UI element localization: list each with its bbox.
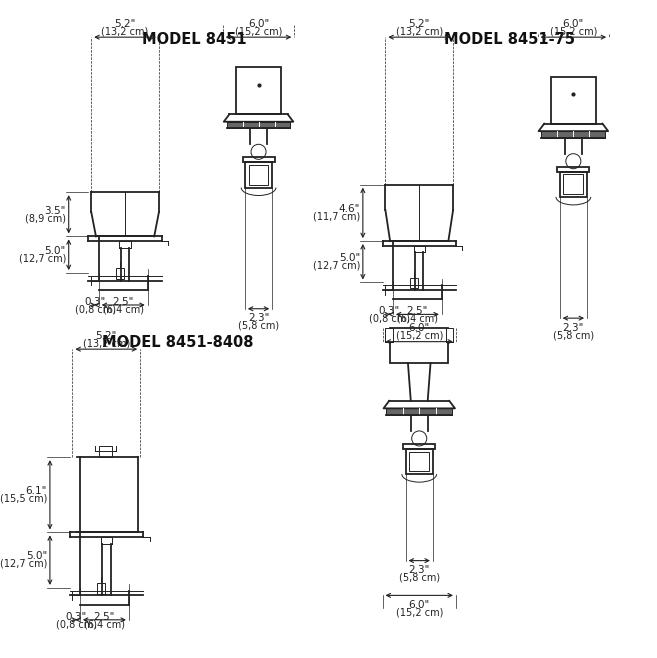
- Text: 5.0": 5.0": [339, 253, 360, 263]
- Bar: [97, 583, 105, 594]
- Text: (15,2 cm): (15,2 cm): [235, 26, 283, 36]
- Text: (12,7 cm): (12,7 cm): [18, 253, 66, 263]
- Text: 5.0": 5.0": [45, 246, 66, 256]
- Text: (6,4 cm): (6,4 cm): [397, 314, 438, 324]
- Text: 5.0": 5.0": [26, 551, 47, 561]
- Bar: [551, 76, 596, 124]
- Bar: [386, 409, 452, 415]
- Text: 2.5": 2.5": [94, 612, 115, 622]
- Text: 6.0": 6.0": [409, 323, 430, 333]
- Bar: [564, 174, 583, 194]
- Text: (13,2 cm): (13,2 cm): [396, 26, 443, 36]
- Text: 4.6": 4.6": [338, 204, 360, 214]
- Text: (12,7 cm): (12,7 cm): [0, 559, 47, 569]
- Text: 2.3": 2.3": [562, 323, 584, 333]
- Bar: [410, 278, 419, 288]
- Text: 2.3": 2.3": [409, 565, 430, 575]
- Text: (0,8 cm): (0,8 cm): [369, 314, 410, 324]
- Bar: [99, 446, 112, 457]
- Text: 2.5": 2.5": [112, 297, 134, 307]
- Text: (0,8 cm): (0,8 cm): [74, 305, 116, 315]
- Text: (11,7 cm): (11,7 cm): [313, 212, 360, 222]
- Bar: [560, 172, 587, 197]
- Text: (13,2 cm): (13,2 cm): [101, 26, 148, 36]
- Text: 5.2": 5.2": [114, 18, 136, 29]
- Text: MODEL 8451-8408: MODEL 8451-8408: [102, 335, 254, 350]
- Text: (5,8 cm): (5,8 cm): [238, 321, 279, 331]
- Text: (8,9 cm): (8,9 cm): [25, 213, 66, 223]
- Text: MODEL 8451-75: MODEL 8451-75: [444, 32, 575, 47]
- Text: MODEL 8451: MODEL 8451: [143, 32, 247, 47]
- Text: 5.2": 5.2": [96, 331, 117, 341]
- Text: 0.3": 0.3": [378, 306, 400, 316]
- Bar: [236, 67, 281, 114]
- Text: 2.3": 2.3": [248, 313, 269, 324]
- Text: 6.0": 6.0": [409, 600, 430, 610]
- Bar: [541, 131, 605, 138]
- Text: (5,8 cm): (5,8 cm): [553, 330, 594, 340]
- Bar: [116, 268, 124, 279]
- Bar: [405, 449, 433, 474]
- Text: (15,2 cm): (15,2 cm): [396, 331, 443, 341]
- Text: 6.1": 6.1": [26, 486, 47, 496]
- Text: (15,2 cm): (15,2 cm): [396, 607, 443, 618]
- Text: 3.5": 3.5": [45, 205, 66, 216]
- Text: 5.2": 5.2": [409, 18, 430, 29]
- Text: (5,8 cm): (5,8 cm): [399, 573, 440, 583]
- Text: (15,5 cm): (15,5 cm): [0, 494, 47, 503]
- Bar: [386, 328, 393, 342]
- Text: (15,2 cm): (15,2 cm): [550, 26, 597, 36]
- Bar: [403, 444, 435, 449]
- Text: 6.0": 6.0": [248, 18, 269, 29]
- Bar: [557, 167, 589, 172]
- Text: (6,4 cm): (6,4 cm): [84, 619, 125, 629]
- Text: (12,7 cm): (12,7 cm): [313, 261, 360, 270]
- Text: 0.3": 0.3": [84, 297, 106, 307]
- Text: 2.5": 2.5": [407, 306, 428, 316]
- Text: (0,8 cm): (0,8 cm): [56, 619, 97, 629]
- Bar: [248, 165, 269, 185]
- Bar: [227, 122, 290, 128]
- Bar: [445, 328, 453, 342]
- Bar: [242, 157, 275, 162]
- Text: (6,4 cm): (6,4 cm): [102, 305, 144, 315]
- Text: 6.0": 6.0": [563, 18, 584, 29]
- Bar: [390, 328, 448, 363]
- Text: 0.3": 0.3": [66, 612, 87, 622]
- Text: (13,2 cm): (13,2 cm): [83, 338, 130, 348]
- Bar: [245, 162, 272, 188]
- Bar: [409, 451, 429, 471]
